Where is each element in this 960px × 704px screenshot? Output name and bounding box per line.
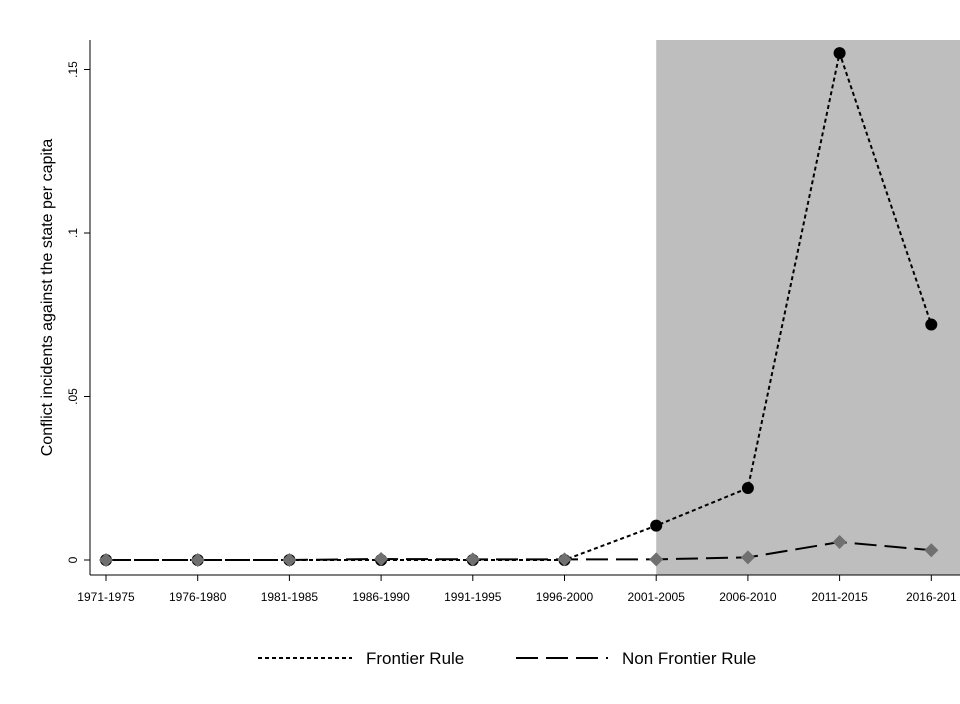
x-tick-label: 1986-1990 [352, 590, 410, 604]
plot-area [99, 40, 960, 575]
non-frontier-point [190, 553, 205, 567]
non-frontier-point [832, 535, 847, 550]
legend-label-0: Frontier Rule [366, 649, 464, 668]
x-tick-label: 2011-2015 [811, 590, 868, 604]
x-tick-label: 2016-201 [906, 590, 957, 604]
x-tick-label: 1996-2000 [536, 590, 594, 604]
y-tick-label: .1 [66, 228, 80, 238]
series-line-0 [106, 49, 933, 561]
axes: 0 .05 .1 .15 Conflict incidents against the … [39, 40, 960, 604]
y-tick-label: 0 [66, 556, 80, 563]
series-line-1 [106, 541, 932, 561]
shaded-region [656, 40, 960, 575]
non-frontier-point [99, 553, 113, 567]
frontier-point [833, 47, 846, 60]
non-frontier-point [924, 543, 939, 558]
legend-label-1: Non Frontier Rule [622, 649, 756, 668]
non-frontier-point [740, 550, 755, 565]
x-tick-label: 1991-1995 [444, 590, 502, 604]
frontier-point [925, 318, 938, 331]
non-frontier-point [374, 552, 389, 567]
x-tick-label: 2006-2010 [719, 590, 777, 604]
non-frontier-point [465, 552, 480, 567]
legend: Frontier Rule Non Frontier Rule [258, 649, 756, 668]
x-tick-label: 1981-1985 [261, 590, 319, 604]
non-frontier-point [557, 552, 572, 567]
non-frontier-point [282, 553, 297, 567]
y-tick-label: .05 [66, 388, 80, 405]
frontier-point [741, 482, 754, 495]
x-tick-label: 2001-2005 [628, 590, 686, 604]
y-axis-title: Conflict incidents against the state per… [39, 139, 56, 457]
frontier-point [650, 519, 663, 532]
non-frontier-point [649, 552, 664, 567]
y-tick-label: .15 [66, 61, 80, 78]
x-tick-label: 1976-1980 [169, 590, 227, 604]
x-tick-label: 1971-1975 [77, 590, 135, 604]
